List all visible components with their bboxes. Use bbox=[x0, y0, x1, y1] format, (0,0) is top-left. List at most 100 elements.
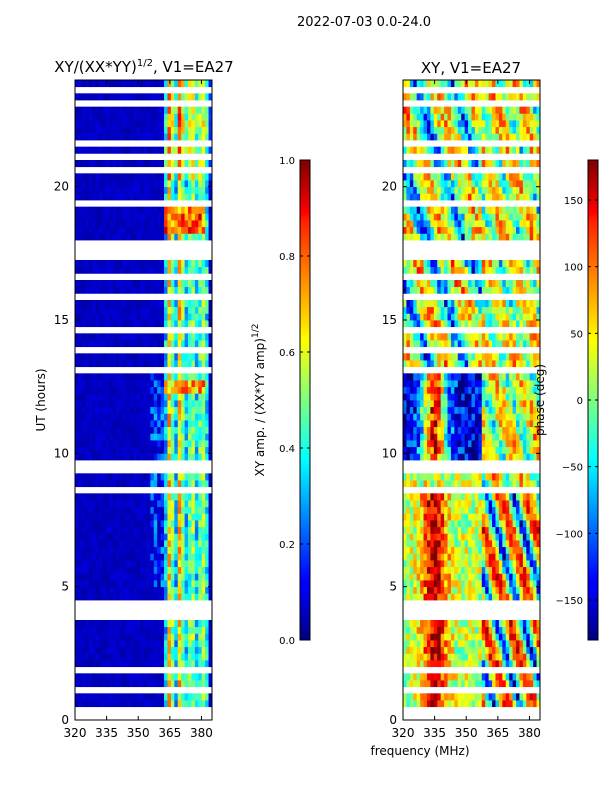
heatmap-cell bbox=[492, 633, 496, 641]
heatmap-cell bbox=[153, 313, 158, 321]
heatmap-cell bbox=[485, 700, 490, 708]
heatmap-cell bbox=[194, 413, 199, 421]
heatmap-cell bbox=[109, 700, 114, 708]
heatmap-cell bbox=[450, 393, 455, 401]
heatmap-cell bbox=[440, 353, 445, 361]
heatmap-cell bbox=[488, 306, 493, 314]
heatmap-cell bbox=[188, 373, 192, 381]
heatmap-cell bbox=[136, 180, 141, 188]
heatmap-cell bbox=[454, 453, 459, 461]
heatmap-cell bbox=[75, 453, 79, 461]
heatmap-cell bbox=[153, 566, 158, 574]
heatmap-cell bbox=[116, 493, 120, 501]
heatmap-cell bbox=[153, 633, 158, 641]
heatmap-cell bbox=[174, 126, 179, 134]
heatmap-cell bbox=[92, 173, 96, 181]
heatmap-cell bbox=[406, 386, 411, 394]
heatmap-cell bbox=[509, 300, 513, 308]
heatmap-cell bbox=[126, 286, 131, 294]
heatmap-cell bbox=[181, 173, 185, 181]
heatmap-cell bbox=[420, 520, 424, 528]
heatmap-cell bbox=[184, 633, 189, 641]
heatmap-cell bbox=[184, 313, 189, 321]
heatmap-cell bbox=[126, 393, 131, 401]
heatmap-cell bbox=[485, 513, 490, 521]
heatmap-cell bbox=[191, 480, 196, 488]
heatmap-cell bbox=[205, 226, 209, 234]
heatmap-cell bbox=[205, 446, 209, 454]
heatmap-cell bbox=[102, 206, 107, 214]
heatmap-cell bbox=[426, 660, 431, 668]
heatmap-cell bbox=[512, 446, 517, 454]
heatmap-cell bbox=[167, 553, 172, 561]
heatmap-cell bbox=[102, 353, 107, 361]
heatmap-cell bbox=[536, 433, 540, 441]
heatmap-cell bbox=[430, 513, 435, 521]
heatmap-cell bbox=[457, 560, 462, 568]
heatmap-cell bbox=[116, 500, 120, 508]
heatmap-cell bbox=[481, 500, 486, 508]
heatmap-cell bbox=[447, 580, 452, 588]
heatmap-cell bbox=[126, 680, 131, 688]
heatmap-cell bbox=[529, 333, 534, 341]
heatmap-cell bbox=[153, 360, 158, 368]
heatmap-cell bbox=[174, 280, 179, 288]
heatmap-cell bbox=[119, 560, 124, 568]
heatmap-cell bbox=[170, 186, 175, 194]
heatmap-cell bbox=[430, 360, 435, 368]
heatmap-cell bbox=[177, 80, 182, 88]
heatmap-cell bbox=[140, 180, 144, 188]
heatmap-cell bbox=[416, 680, 421, 688]
heatmap-cell bbox=[136, 640, 141, 648]
heatmap-cell bbox=[194, 180, 199, 188]
heatmap-cell bbox=[153, 380, 158, 388]
heatmap-cell bbox=[174, 420, 179, 428]
heatmap-cell bbox=[450, 546, 455, 554]
heatmap-cell bbox=[122, 193, 127, 201]
heatmap-cell bbox=[150, 80, 155, 88]
heatmap-cell bbox=[184, 626, 189, 634]
heatmap-cell bbox=[143, 700, 148, 708]
heatmap-cell bbox=[468, 500, 472, 508]
heatmap-cell bbox=[194, 453, 199, 461]
heatmap-cell bbox=[471, 480, 476, 488]
heatmap-cell bbox=[516, 660, 520, 668]
heatmap-cell bbox=[153, 700, 158, 708]
heatmap-cell bbox=[208, 446, 212, 454]
heatmap-cell bbox=[102, 220, 107, 228]
heatmap-cell bbox=[454, 566, 459, 574]
heatmap-cell bbox=[119, 480, 124, 488]
heatmap-cell bbox=[126, 426, 131, 434]
heatmap-cell bbox=[474, 586, 479, 594]
heatmap-cell bbox=[112, 580, 117, 588]
heatmap-cell bbox=[430, 320, 435, 328]
heatmap-cell bbox=[105, 260, 110, 268]
heatmap-cell bbox=[164, 193, 168, 201]
heatmap-cell bbox=[129, 93, 134, 101]
heatmap-cell bbox=[413, 393, 418, 401]
heatmap-cell bbox=[198, 320, 203, 328]
heatmap-cell bbox=[519, 633, 524, 641]
heatmap-cell bbox=[102, 533, 107, 541]
heatmap-cell bbox=[75, 553, 79, 561]
heatmap-cell bbox=[516, 433, 520, 441]
heatmap-cell bbox=[478, 453, 483, 461]
heatmap-cell bbox=[105, 280, 110, 288]
heatmap-cell bbox=[194, 626, 199, 634]
heatmap-cell bbox=[188, 173, 192, 181]
heatmap-cell bbox=[92, 520, 96, 528]
heatmap-cell bbox=[188, 120, 192, 128]
heatmap-cell bbox=[174, 313, 179, 321]
heatmap-cell bbox=[526, 626, 531, 634]
heatmap-cell bbox=[92, 80, 96, 88]
heatmap-cell bbox=[430, 620, 435, 628]
heatmap-cell bbox=[133, 406, 138, 414]
heatmap-cell bbox=[150, 553, 155, 561]
heatmap-cell bbox=[205, 526, 209, 534]
heatmap-cell bbox=[129, 493, 134, 501]
heatmap-cell bbox=[191, 386, 196, 394]
heatmap-cell bbox=[413, 406, 418, 414]
heatmap-cell bbox=[478, 553, 483, 561]
heatmap-cell bbox=[95, 186, 100, 194]
heatmap-cell bbox=[471, 693, 476, 701]
